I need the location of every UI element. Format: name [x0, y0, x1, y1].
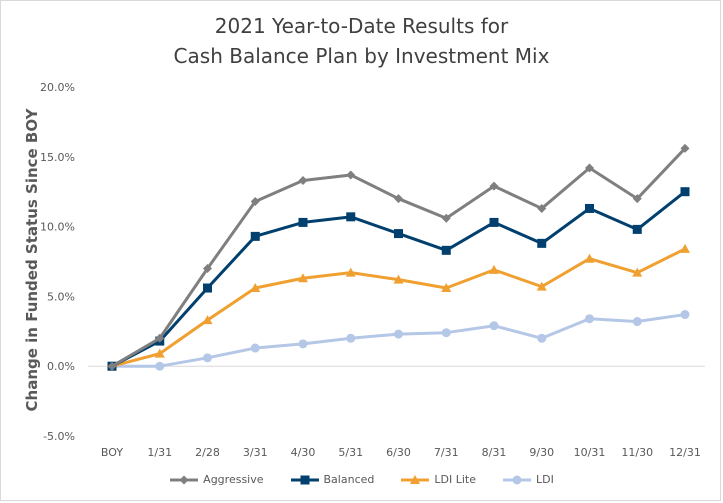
- data-point-ldi-lite: [632, 267, 643, 277]
- y-tick-label: 20.0%: [40, 81, 75, 94]
- legend-label: LDI: [535, 473, 554, 486]
- data-point-balanced: [394, 229, 403, 239]
- data-point-ldi: [537, 333, 547, 343]
- legend-item-aggressive: Aggressive: [169, 473, 264, 486]
- legend-item-ldi-lite: LDI Lite: [400, 473, 476, 486]
- data-point-ldi-lite: [584, 253, 595, 263]
- series-line-ldi: [110, 313, 687, 368]
- data-point-aggressive: [680, 143, 690, 153]
- data-point-aggressive: [537, 203, 547, 213]
- y-tick-label: 5.0%: [47, 290, 75, 303]
- data-point-ldi: [489, 321, 499, 331]
- chart-title-line-1: 2021 Year-to-Date Results for: [214, 14, 509, 38]
- chart-title: 2021 Year-to-Date Results for Cash Balan…: [1, 11, 722, 71]
- data-point-aggressive: [632, 194, 642, 204]
- data-point-ldi-lite: [680, 243, 690, 253]
- legend-swatch: [290, 475, 319, 484]
- data-point-ldi: [346, 333, 356, 343]
- data-point-ldi: [155, 361, 165, 371]
- data-point-balanced: [346, 212, 356, 222]
- x-tick-label: 2/28: [195, 446, 220, 459]
- data-point-ldi-lite: [298, 273, 308, 283]
- x-tick-label: 9/30: [529, 446, 554, 459]
- data-point-ldi: [680, 310, 690, 320]
- legend-item-ldi: LDI: [502, 473, 554, 486]
- data-point-ldi: [441, 328, 451, 338]
- legend-swatch: [401, 474, 430, 484]
- y-tick-label: 10.0%: [40, 221, 75, 234]
- data-point-balanced: [298, 217, 308, 227]
- legend-marker: [512, 475, 522, 484]
- data-point-ldi: [250, 343, 260, 353]
- legend-item-balanced: Balanced: [290, 473, 375, 486]
- y-tick-label: 0.0%: [47, 360, 75, 373]
- legend-marker: [179, 475, 189, 484]
- data-point-aggressive: [585, 163, 594, 173]
- data-point-ldi: [203, 353, 212, 363]
- x-tick-label: 11/30: [621, 446, 653, 459]
- data-point-ldi: [585, 314, 594, 324]
- data-point-ldi-lite: [489, 264, 499, 274]
- x-tick-label: BOY: [101, 446, 123, 459]
- data-point-aggressive: [203, 263, 212, 273]
- data-point-aggressive: [250, 196, 260, 206]
- data-point-balanced: [537, 238, 547, 248]
- legend-marker: [410, 474, 421, 484]
- x-tick-label: 12/31: [669, 446, 701, 459]
- y-tick-label: -5.0%: [43, 430, 75, 443]
- data-point-aggressive: [107, 361, 117, 371]
- data-point-balanced: [250, 231, 260, 241]
- chart-plot-area: -5.0% 0.0% 5.0% 10.0% 15.0% 20.0% BOY 1/31 2/28 3…: [40, 81, 705, 459]
- chart-legend: Aggressive Balanced LDI Lite LDI: [1, 473, 722, 486]
- data-point-balanced: [585, 203, 594, 213]
- legend-swatch: [502, 475, 531, 484]
- x-tick-label: 8/31: [482, 446, 507, 459]
- data-point-ldi-lite: [536, 281, 547, 291]
- x-tick-label: 3/31: [243, 446, 268, 459]
- data-point-balanced: [680, 187, 690, 197]
- legend-label: Aggressive: [203, 473, 264, 486]
- data-point-ldi: [298, 339, 308, 349]
- x-tick-label: 6/30: [386, 446, 411, 459]
- x-tick-label: 10/31: [574, 446, 606, 459]
- legend-label: LDI Lite: [434, 473, 476, 486]
- data-point-ldi-lite: [154, 348, 165, 358]
- legend-swatch: [170, 475, 199, 484]
- data-point-ldi-lite: [393, 274, 404, 284]
- data-point-aggressive: [155, 333, 165, 343]
- data-point-ldi: [394, 329, 403, 339]
- data-point-ldi-lite: [250, 283, 261, 293]
- series-line-ldi-lite: [110, 247, 687, 368]
- data-point-ldi-lite: [345, 267, 356, 277]
- data-point-aggressive: [298, 176, 308, 186]
- x-tick-label: 1/31: [147, 446, 172, 459]
- data-point-aggressive: [489, 181, 499, 191]
- data-point-balanced: [441, 245, 451, 255]
- data-point-balanced: [489, 217, 499, 227]
- data-point-aggressive: [394, 194, 403, 204]
- data-point-balanced: [632, 224, 642, 234]
- data-point-aggressive: [346, 170, 356, 180]
- x-tick-label: 5/31: [338, 446, 363, 459]
- x-tick-label: 7/31: [434, 446, 459, 459]
- data-point-ldi-lite: [202, 315, 213, 325]
- data-point-aggressive: [441, 213, 451, 223]
- data-point-ldi: [632, 317, 642, 327]
- data-point-balanced: [203, 283, 212, 293]
- y-tick-label: 15.0%: [40, 151, 75, 164]
- data-point-ldi-lite: [441, 283, 452, 293]
- legend-marker: [300, 475, 310, 484]
- chart-title-line-2: Cash Balance Plan by Investment Mix: [173, 44, 550, 68]
- legend-label: Balanced: [323, 473, 375, 486]
- x-tick-label: 4/30: [291, 446, 316, 459]
